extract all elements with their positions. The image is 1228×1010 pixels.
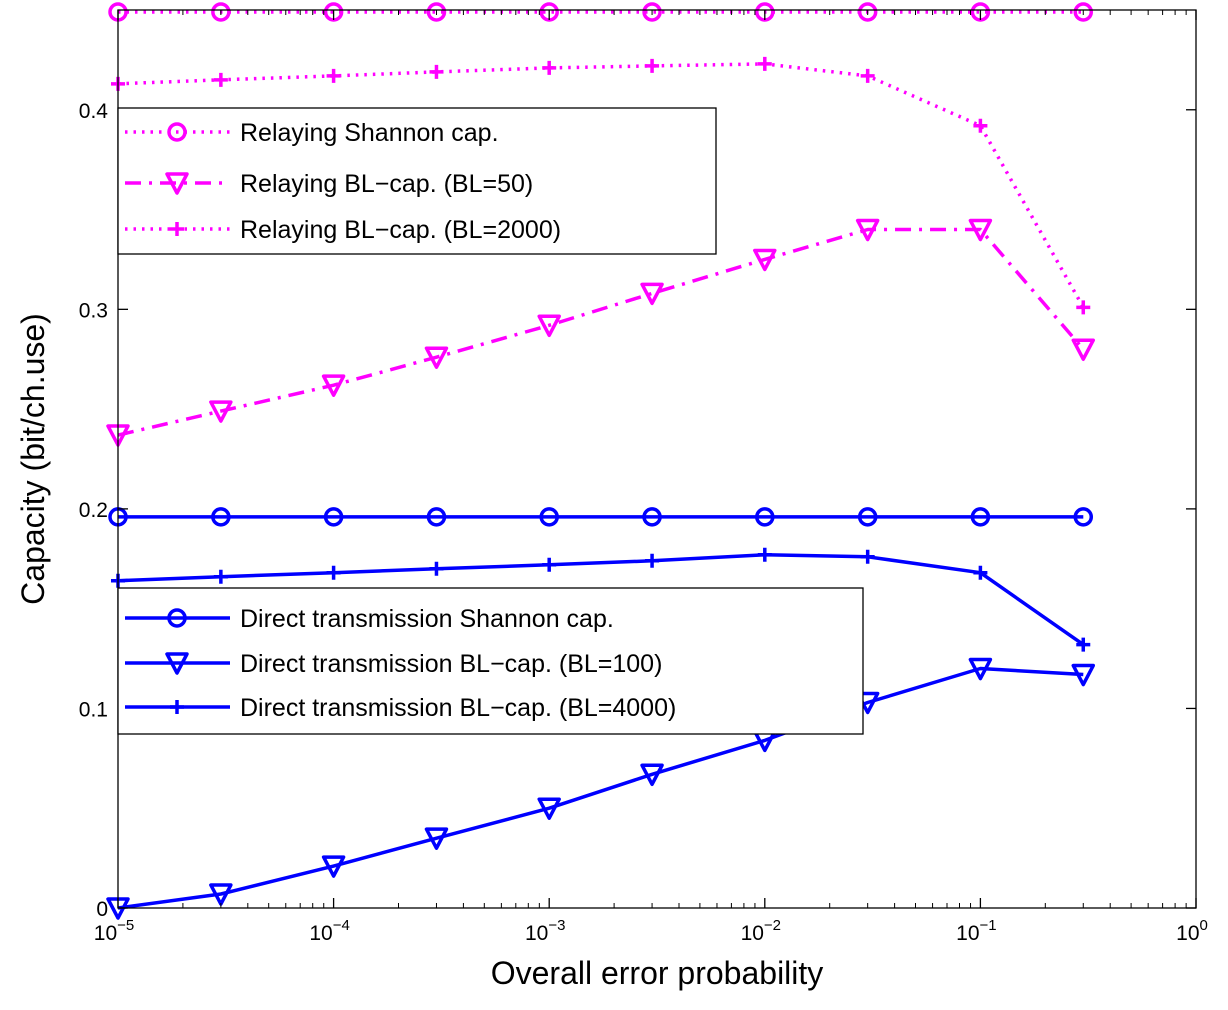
legend-swatch-marker [165,652,189,675]
legend-label: Direct transmission BL−cap. (BL=100) [240,650,662,678]
series-layer [106,2,1096,920]
legend-label: Relaying Shannon cap. [240,119,499,147]
data-point [424,346,449,369]
data-point [209,883,233,906]
series-3 [111,56,1091,315]
data-point [857,2,878,22]
legend-2: Direct transmission Shannon cap. Direct t… [117,587,864,735]
data-point [213,72,228,87]
x-tick-label: 10−1 [956,917,996,945]
x-tick-label: 10−2 [741,917,781,945]
legend-label: Direct transmission Shannon cap. [240,605,614,633]
x-tick-label: 10−5 [94,917,134,945]
data-point [1071,663,1096,687]
data-point [753,248,777,272]
legend-label: Relaying BL−cap. (BL=50) [240,170,533,198]
data-point [429,561,444,576]
data-point [537,797,561,820]
data-point [211,507,231,527]
x-tick-label: 100 [1176,917,1208,945]
data-point [326,68,341,83]
data-point [1073,507,1094,527]
series-line [117,227,1085,437]
data-point [211,2,231,22]
data-point [860,68,875,83]
data-point [426,2,447,22]
legend-label: Relaying BL−cap. (BL=2000) [240,216,561,244]
legend-swatch-marker [170,222,184,236]
data-point [973,565,988,580]
data-point [968,657,993,681]
data-point [426,507,447,527]
data-point [757,56,772,71]
data-point [537,314,561,338]
data-point [542,557,557,572]
legend-swatch-marker [170,700,184,714]
data-point [642,2,662,22]
data-point [213,569,228,584]
series-1 [108,2,1094,22]
y-tick-label: 0 [96,898,108,921]
data-point [1076,300,1091,315]
data-point [640,763,664,787]
data-point [209,400,233,423]
data-point [970,507,991,527]
data-point [326,565,341,580]
legend-swatch-marker [165,172,189,195]
data-point [321,855,346,878]
x-axis-title: Overall error probability [491,955,824,991]
series-line [117,666,1084,910]
y-tick-label: 0.4 [79,100,109,123]
series-line [117,553,1085,647]
plot-frame [117,9,1197,909]
data-point [539,507,559,527]
legend-swatch-marker [167,608,187,628]
data-point [1076,637,1091,652]
legend-swatch-marker [167,122,187,142]
data-point [645,553,660,568]
y-tick-label: 0.1 [79,698,108,721]
data-point [1073,2,1094,22]
data-point [968,218,993,242]
ticks-layer: 10−5 10−4 10−3 10−2 10−1 100 0 0.1 0.2 0.3 0.4 [79,10,1208,945]
data-point [973,118,988,133]
data-point [860,549,875,564]
series-2 [106,218,1096,447]
data-point [755,507,775,527]
data-point [757,547,772,562]
data-point [642,507,662,527]
legend-1: Relaying Shannon cap. Relaying BL−cap. (B… [117,107,717,255]
x-tick-label: 10−3 [525,917,565,945]
y-tick-label: 0.2 [79,499,108,522]
data-point [857,507,878,527]
y-tick-label: 0.3 [79,299,108,322]
legend-box [117,587,864,735]
legend-layer: Relaying Shannon cap. Relaying BL−cap. (B… [117,107,864,735]
series-4 [108,507,1094,527]
legend-label: Direct transmission BL−cap. (BL=4000) [240,694,676,722]
data-point [429,64,444,79]
data-point [321,374,346,397]
data-point [424,827,449,850]
x-tick-label: 10−4 [309,917,349,945]
data-point [645,58,660,73]
legend-box [117,107,717,255]
data-point [855,218,880,242]
data-point [323,507,344,527]
data-point [1071,338,1096,361]
y-axis-title: Capacity (bit/ch.use) [15,313,51,605]
data-point [542,60,557,75]
data-point [640,282,664,306]
